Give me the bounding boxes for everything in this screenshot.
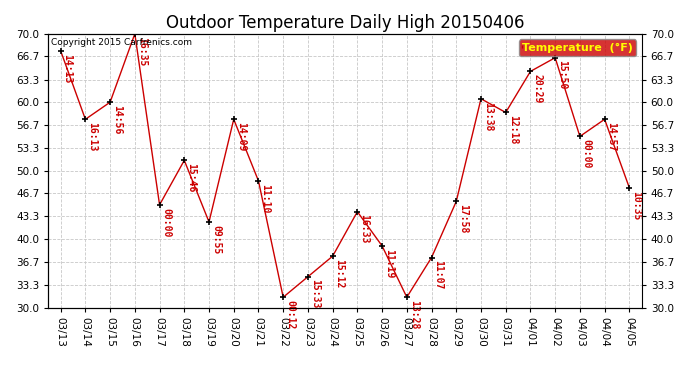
Text: 15:46: 15:46 (186, 163, 196, 192)
Text: 14:13: 14:13 (63, 54, 72, 83)
Title: Outdoor Temperature Daily High 20150406: Outdoor Temperature Daily High 20150406 (166, 14, 524, 32)
Text: 00:12: 00:12 (285, 300, 295, 329)
Text: 13:28: 13:28 (408, 300, 419, 329)
Legend: Temperature  (°F): Temperature (°F) (519, 39, 636, 56)
Text: 15:12: 15:12 (335, 259, 344, 288)
Text: 16:13: 16:13 (88, 122, 97, 152)
Text: 15:50: 15:50 (557, 60, 567, 90)
Text: 20:29: 20:29 (533, 74, 542, 104)
Text: 16:35: 16:35 (137, 36, 147, 66)
Text: 12:18: 12:18 (508, 115, 518, 145)
Text: 15:33: 15:33 (310, 279, 320, 309)
Text: 16:33: 16:33 (359, 214, 369, 244)
Text: 14:56: 14:56 (112, 105, 122, 134)
Text: 00:00: 00:00 (582, 139, 592, 168)
Text: 14:09: 14:09 (236, 122, 246, 152)
Text: 11:07: 11:07 (433, 260, 444, 290)
Text: 11:19: 11:19 (384, 249, 394, 278)
Text: Copyright 2015 Carfrenics.com: Copyright 2015 Carfrenics.com (51, 38, 193, 47)
Text: 09:55: 09:55 (211, 225, 221, 254)
Text: 11:10: 11:10 (260, 184, 270, 213)
Text: 13:38: 13:38 (483, 102, 493, 131)
Text: 17:58: 17:58 (458, 204, 469, 234)
Text: 14:57: 14:57 (607, 122, 617, 152)
Text: 10:35: 10:35 (631, 190, 641, 220)
Text: 00:00: 00:00 (161, 208, 172, 237)
